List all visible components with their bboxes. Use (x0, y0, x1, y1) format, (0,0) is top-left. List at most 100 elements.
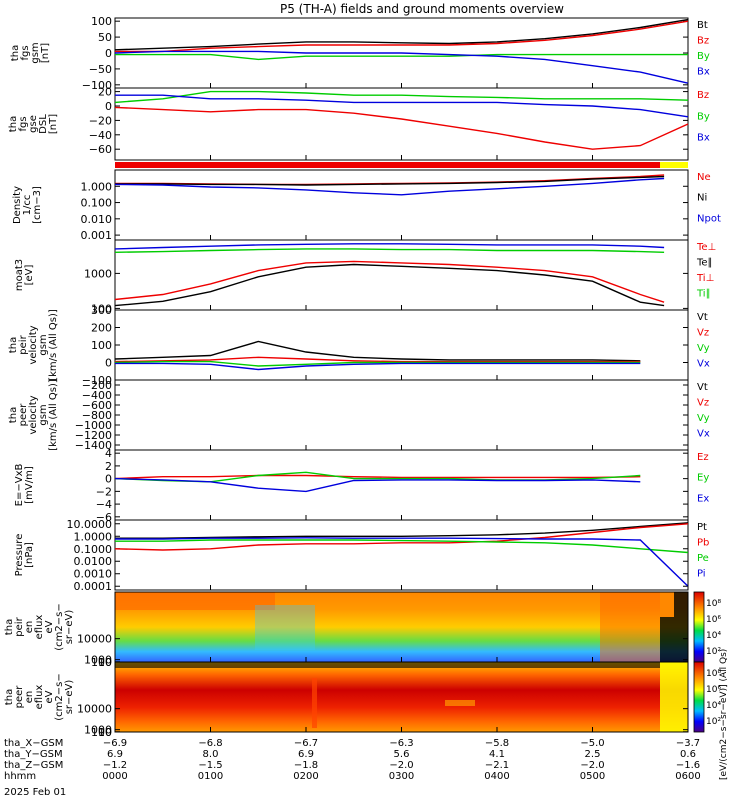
series-line-npot (114, 177, 665, 196)
series-line-pe (115, 539, 689, 554)
x-row-label: hhmm (4, 771, 36, 782)
panel-ylabel-line: [eV] (24, 265, 35, 286)
legend-vy: Vy (697, 343, 710, 354)
x-axis-labels: tha_X−GSM −6.9 −6.8 −6.7 −6.3 −5.8 −5.0 −3.7 tha… (4, 738, 701, 782)
panel-ylabel-line: velocity (28, 395, 39, 434)
series-line-bx (114, 50, 689, 84)
x-row-value: 0300 (389, 771, 414, 782)
panel-ylabel-line: Density (12, 186, 23, 224)
colorbar-tick-label: 10⁶ (706, 615, 721, 625)
panel-ylabel-line: tha (8, 337, 19, 353)
y-tick-label: 100 (91, 302, 112, 315)
legend-pt: Pt (697, 522, 707, 533)
x-row-value: 0000 (102, 771, 127, 782)
y-tick-label: 0.0001 (74, 580, 113, 593)
x-row-value: −6.8 (198, 738, 222, 749)
panel-ylabel-line: [nT] (40, 43, 51, 63)
y-tick-label: 0.0100 (74, 555, 113, 568)
y-tick-label: −20 (89, 114, 112, 127)
y-tick-label: 1.0000 (74, 530, 113, 543)
y-tick-label: −1200 (75, 429, 112, 442)
x-row-value: 2.5 (585, 749, 601, 760)
x-row-value: −6.3 (389, 738, 413, 749)
x-row-value: −1.2 (103, 760, 127, 771)
panel-ylabel-line: [nT] (48, 114, 59, 134)
x-row-value: −5.8 (485, 738, 509, 749)
y-tick-label: −600 (82, 399, 112, 412)
x-row-value: −2.0 (389, 760, 413, 771)
panel-ylabel-line: gsm (30, 42, 41, 63)
panel-ylabel-line: en (24, 621, 35, 634)
series-line-by (114, 90, 689, 104)
series-line-pt (115, 522, 689, 539)
y-tick-label: 300 (91, 304, 112, 317)
x-row-value: 8.0 (203, 749, 219, 760)
colorbar-label: [eV/(cm2−s−sr−eV)] (All Qs) (719, 649, 729, 780)
series-line-ti (114, 243, 665, 250)
x-row-label: tha_Y−GSM (4, 749, 63, 760)
y-tick-label: 0.010 (81, 213, 113, 226)
series-line-ex (114, 477, 641, 493)
series-line-bx (115, 94, 689, 118)
x-row-value: 6.9 (298, 749, 314, 760)
series-line-vy (114, 360, 641, 367)
panel-frame-7 (114, 449, 689, 521)
colorbar-tick-label: 10⁸ (706, 669, 721, 679)
series-line-pb (114, 523, 689, 551)
legend-vx: Vx (697, 429, 710, 440)
panel-ylabel-line: sr−eV) (64, 610, 75, 645)
panel-ylabel-line: (cm2−s− (54, 673, 65, 720)
y-tick-label: 10 (98, 656, 112, 669)
legend-ni: Ni (697, 193, 707, 204)
y-tick-label: 4 (105, 447, 112, 460)
legend-vz: Vz (697, 328, 709, 339)
y-tick-label: −1400 (75, 439, 112, 452)
legend-vt: Vt (697, 312, 708, 323)
legend-pe: Pe (697, 553, 709, 564)
series-line-by (115, 53, 688, 61)
x-row-value: 5.6 (394, 749, 410, 760)
panel-ylabel-line: Pressure (14, 534, 25, 577)
panel-ylabel-line: 1/cc (22, 195, 33, 216)
legend-ti: Ti⊥ (696, 273, 714, 284)
legend-npot: Npot (697, 213, 721, 224)
y-tick-label: −40 (89, 129, 112, 142)
y-tick-label: 1.000 (81, 180, 113, 193)
legend-vz: Vz (697, 398, 709, 409)
panel-ylabel-line: [km/s (All Qs)] (48, 309, 59, 381)
y-tick-label: 200 (91, 322, 112, 335)
series-line-bt (114, 18, 689, 51)
plot-title: P5 (TH-A) fields and ground moments over… (280, 2, 564, 16)
x-row-value: −5.0 (580, 738, 604, 749)
panel-ylabel-line: peer (18, 403, 29, 427)
panel-ylabel-line: tha (10, 45, 21, 61)
y-tick-label: 10 (98, 726, 112, 739)
x-row-label: tha_Z−GSM (4, 760, 63, 771)
colorbar-tick-label: 10⁴ (706, 701, 721, 711)
colorbar-tick-label: 10⁴ (706, 631, 721, 641)
colorbar-tick-label: 10² (706, 647, 721, 657)
colorbar-tick-label: 10⁶ (706, 685, 721, 695)
electron-colorbar (693, 661, 705, 733)
y-tick-label: 2 (105, 460, 112, 473)
y-tick-label: −2 (96, 485, 112, 498)
legend-bt: Bt (697, 20, 708, 31)
panel-ylabel-line: gse (28, 115, 39, 133)
x-row-value: −1.5 (198, 760, 222, 771)
x-row-value: 4.1 (489, 749, 505, 760)
ion-spectrogram (115, 592, 688, 662)
status-bar-red (115, 162, 660, 168)
series-line-ti (114, 248, 665, 253)
y-tick-label: 1000 (84, 724, 112, 737)
legend-bz: Bz (697, 90, 709, 101)
y-tick-label: −200 (82, 379, 112, 392)
x-row-value: −3.7 (676, 738, 700, 749)
legend-ti: Ti∥ (696, 289, 711, 300)
y-tick-label: −4 (96, 498, 112, 511)
y-tick-label: −100 (82, 374, 112, 387)
x-row-value: −2.0 (580, 760, 604, 771)
y-tick-label: 0.1000 (74, 543, 113, 556)
legend-vt: Vt (697, 382, 708, 393)
y-tick-label: −100 (82, 79, 112, 92)
